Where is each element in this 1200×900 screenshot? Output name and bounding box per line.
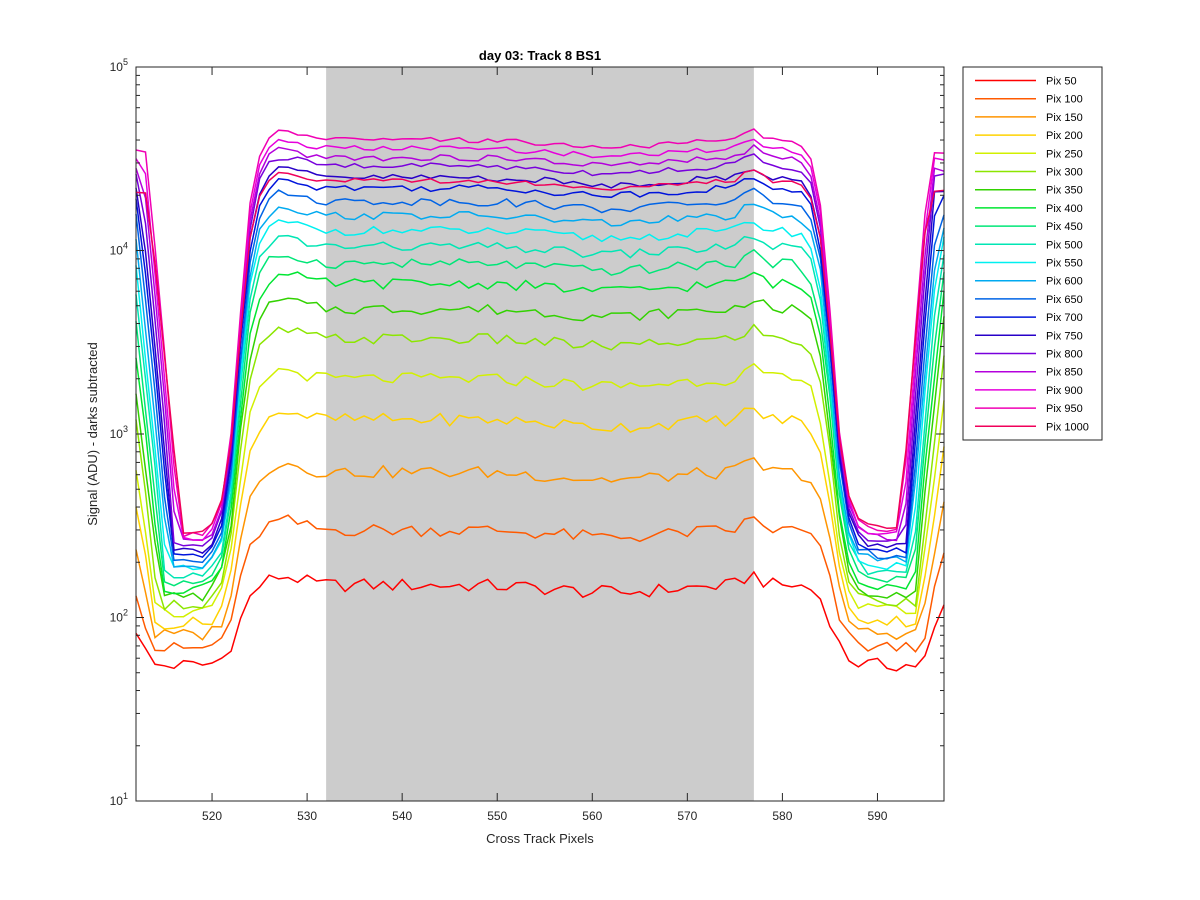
legend-label: Pix 450: [1046, 221, 1083, 233]
x-tick-label: 580: [772, 809, 792, 823]
legend-label: Pix 200: [1046, 130, 1083, 142]
x-tick-label: 590: [867, 809, 887, 823]
series-layer: [135, 128, 945, 672]
series-line: [135, 169, 945, 534]
y-tick-label: 103: [110, 424, 128, 441]
legend-box: [962, 66, 1103, 441]
x-tick-label: 570: [677, 809, 697, 823]
series-line: [135, 248, 945, 587]
shaded-region: [326, 67, 754, 801]
series-line: [135, 187, 945, 564]
series-line: [135, 570, 945, 672]
legend-label: Pix 600: [1046, 276, 1083, 288]
series-line: [135, 297, 945, 602]
legend-label: Pix 700: [1046, 312, 1083, 324]
y-tick-label: 101: [110, 791, 128, 808]
series-line: [135, 407, 945, 630]
series-line: [135, 153, 945, 547]
legend-label: Pix 150: [1046, 112, 1083, 124]
series-line: [135, 138, 945, 542]
series-line: [135, 203, 945, 569]
legend-label: Pix 900: [1046, 385, 1083, 397]
legend-label: Pix 250: [1046, 148, 1083, 160]
legend-label: Pix 500: [1046, 239, 1083, 251]
series-line: [135, 128, 945, 538]
series-line: [135, 323, 945, 611]
x-tick-label: 540: [392, 809, 412, 823]
x-tick-label: 530: [297, 809, 317, 823]
y-tick-label: 104: [110, 241, 128, 258]
legend-label: Pix 550: [1046, 258, 1083, 270]
legend-label: Pix 100: [1046, 94, 1083, 106]
series-line: [135, 178, 945, 559]
y-tick-label: 102: [110, 608, 128, 625]
series-line: [135, 166, 945, 554]
series-line: [135, 362, 945, 618]
legend-label: Pix 750: [1046, 330, 1083, 342]
y-tick-label: 105: [110, 57, 128, 74]
legend: Pix 50 Pix 100 Pix 150 Pix 200 Pix 250 Pix 30…: [962, 66, 1103, 441]
ticks-layer: 520 530 540 550 560 570 580 590 101 102 103 104 105: [110, 57, 944, 823]
legend-label: Pix 650: [1046, 294, 1083, 306]
legend-label: Pix 350: [1046, 185, 1083, 197]
x-tick-label: 550: [487, 809, 507, 823]
x-axis-label: Cross Track Pixels: [486, 831, 594, 846]
series-line: [135, 219, 945, 571]
x-tick-label: 560: [582, 809, 602, 823]
series-line: [135, 271, 945, 595]
legend-label: Pix 50: [1046, 76, 1077, 88]
legend-label: Pix 1000: [1046, 421, 1089, 433]
series-line: [135, 457, 945, 641]
legend-label: Pix 400: [1046, 203, 1083, 215]
legend-label: Pix 800: [1046, 349, 1083, 361]
y-axis-label: Signal (ADU) - darks subtracted: [85, 342, 100, 526]
series-line: [135, 143, 945, 542]
x-tick-label: 520: [202, 809, 222, 823]
legend-label: Pix 850: [1046, 367, 1083, 379]
series-line: [135, 514, 945, 653]
legend-label: Pix 950: [1046, 403, 1083, 415]
chart-title: day 03: Track 8 BS1: [479, 48, 601, 63]
legend-label: Pix 300: [1046, 167, 1083, 179]
series-line: [135, 234, 945, 579]
